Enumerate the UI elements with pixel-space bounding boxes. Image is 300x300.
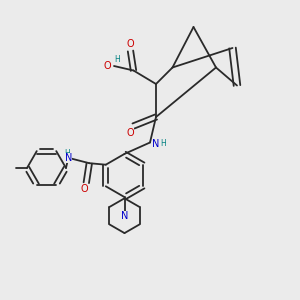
Text: O: O — [127, 128, 134, 138]
Text: O: O — [104, 61, 112, 71]
Text: N: N — [64, 153, 72, 163]
Text: H: H — [160, 140, 166, 148]
Text: O: O — [81, 184, 88, 194]
Text: O: O — [127, 39, 134, 50]
Text: H: H — [64, 149, 70, 158]
Text: N: N — [121, 211, 128, 221]
Text: N: N — [152, 139, 160, 149]
Text: H: H — [115, 55, 121, 64]
